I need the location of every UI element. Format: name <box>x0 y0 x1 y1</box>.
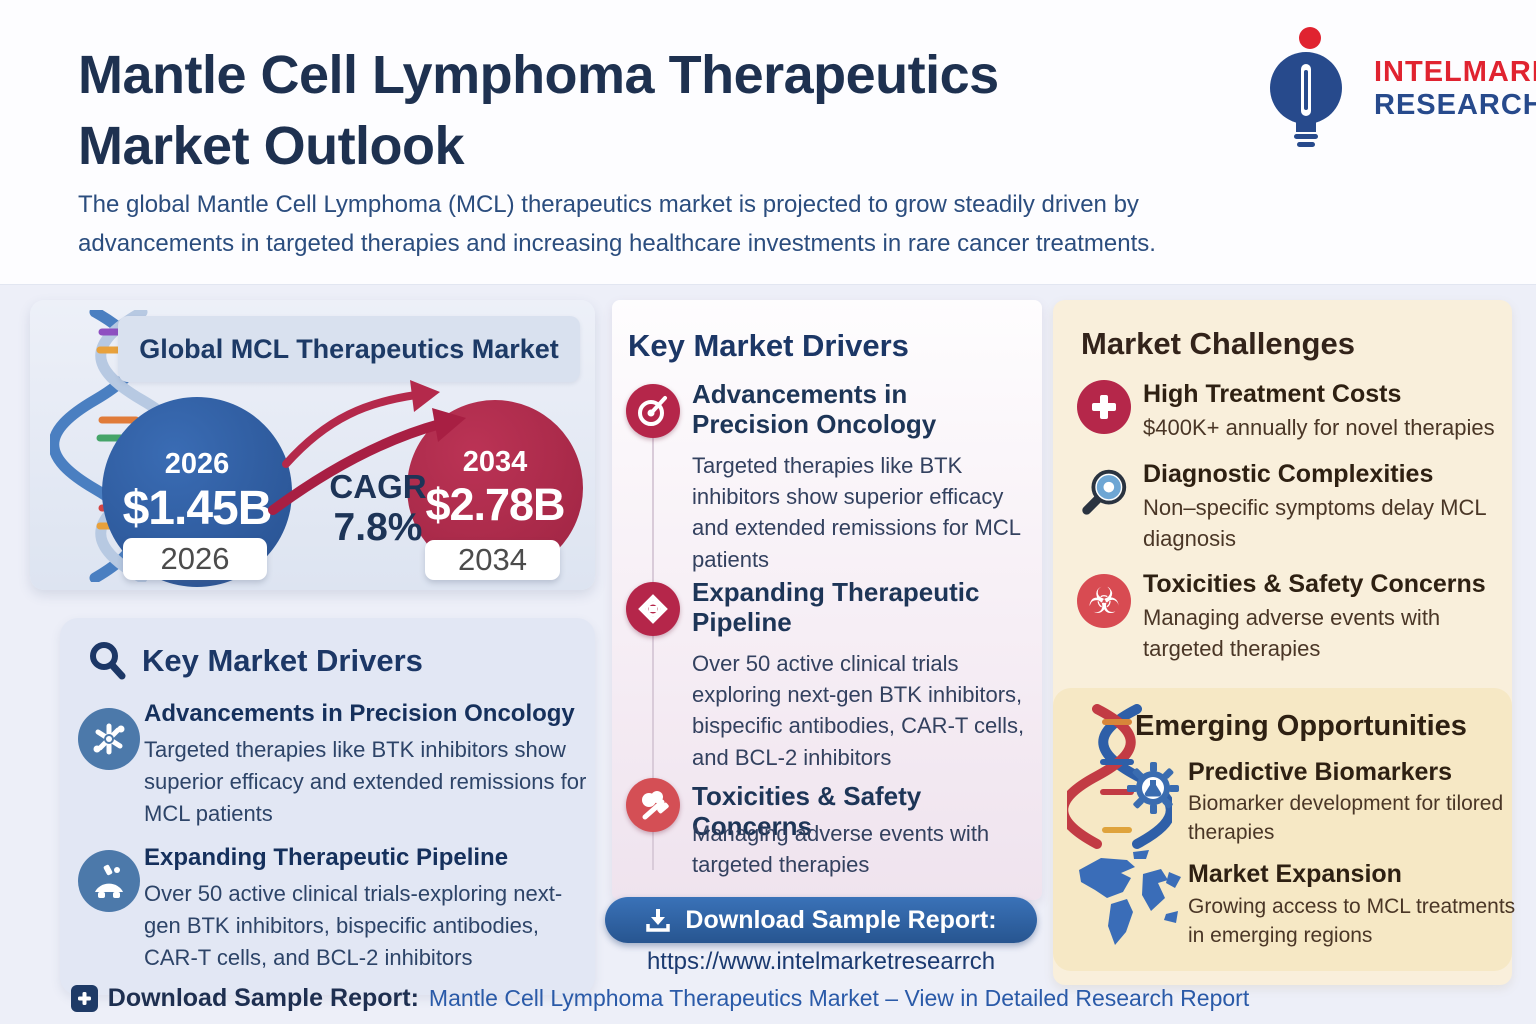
left-driver-2-body: Over 50 active clinical trials-exploring… <box>144 881 563 970</box>
left-driver-1-title: Advancements in Precision Oncology <box>144 700 575 727</box>
center-driver-3-title: Toxicities & Safety Concerns <box>692 781 922 841</box>
opportunity-1-body: Biomarker development for tilored therap… <box>1188 792 1504 844</box>
market-2034-year: 2034 <box>462 445 528 478</box>
year-chip-2034: 2034 <box>425 540 560 580</box>
challenge-2-title: Diagnostic Complexities <box>1143 460 1434 488</box>
center-driver-2-body: Over 50 active clinical trials exploring… <box>692 651 1025 770</box>
market-card-title: Global MCL Therapeutics Market <box>118 316 580 382</box>
center-driver-2-title: Expanding Therapeutic Pipeline <box>692 577 980 637</box>
footer-report-link[interactable]: Mantle Cell Lymphoma Therapeutics Market… <box>428 985 1250 1011</box>
pipeline-icon <box>626 582 680 636</box>
download-url-link[interactable]: https://www.intelmarketresearrch <box>646 948 996 975</box>
download-button-label: Download Sample Report: <box>685 905 997 934</box>
center-driver-1-title: Advancements in Precision Oncology <box>692 379 937 439</box>
year-chip-2026: 2026 <box>123 538 267 580</box>
market-size-card: Global MCL Therapeutics Market 2026 $1.4… <box>30 300 595 590</box>
world-map-icon <box>1079 850 1181 945</box>
opportunities-heading: Emerging Opportunities <box>1135 710 1467 742</box>
page-title: Mantle Cell Lymphoma Therapeutics Market… <box>78 45 999 177</box>
magnifier-icon <box>1077 464 1131 518</box>
market-2034-value: $2.78B <box>425 478 565 530</box>
logo-text-intelmarket: INTELMARKET <box>1374 55 1536 88</box>
search-icon <box>90 642 126 680</box>
intelmarket-logo: INTELMARKET RESEARCH <box>1258 26 1536 152</box>
challenge-2-body: Non–specific symptoms delay MCL diagnosi… <box>1143 495 1486 551</box>
cagr-value: 7.8% <box>333 506 423 549</box>
opportunity-2-body: Growing access to MCL treatments in emer… <box>1188 895 1516 947</box>
download-icon <box>646 909 671 932</box>
center-driver-3-body: Managing adverse events with targeted th… <box>692 821 990 878</box>
emerging-opportunities-card: Emerging Opportunities Predictive Biomar… <box>1053 688 1515 971</box>
center-drivers-heading: Key Market Drivers <box>628 328 909 363</box>
biohazard-icon: ☣ <box>1077 574 1131 628</box>
challenge-3-title: Toxicities & Safety Concerns <box>1143 570 1486 598</box>
header: Mantle Cell Lymphoma Therapeutics Market… <box>0 0 1536 285</box>
left-driver-1-body: Targeted therapies like BTK inhibitors s… <box>144 737 587 826</box>
market-2026-value: $1.45B <box>122 482 273 535</box>
page-subtitle: The global Mantle Cell Lymphoma (MCL) th… <box>78 191 1156 257</box>
opportunity-1-title: Predictive Biomarkers <box>1188 758 1453 786</box>
left-drivers-heading: Key Market Drivers <box>142 643 423 678</box>
lightbulb-icon <box>1270 27 1342 147</box>
hazard-icon <box>626 778 680 832</box>
left-driver-2-title: Expanding Therapeutic Pipeline <box>144 844 509 871</box>
challenges-heading: Market Challenges <box>1081 326 1355 361</box>
medical-cross-icon <box>1077 380 1131 434</box>
growth-arrows-icon <box>268 380 466 515</box>
challenge-3-body: Managing adverse events with targeted th… <box>1143 605 1441 661</box>
cagr-label: CAGR <box>329 468 427 505</box>
center-driver-1-body: Targeted therapies like BTK inhibitors s… <box>692 453 1021 572</box>
market-challenges-panel: Market Challenges High Treatment Costs $… <box>1053 300 1515 985</box>
center-drivers-panel: Key Market Drivers Advancements in Preci… <box>612 300 1042 900</box>
biohazard-glyph: ☣ <box>1087 580 1121 621</box>
footer-download-icon <box>70 985 98 1012</box>
market-2026-year: 2026 <box>164 448 230 480</box>
molecule-icon <box>78 708 140 770</box>
cagr-block: CAGR 7.8% <box>298 468 458 550</box>
target-icon <box>626 384 680 438</box>
footer-download-label: Download Sample Report: <box>107 984 419 1012</box>
gear-flask-icon <box>1127 762 1179 814</box>
logo-text-research: RESEARCH <box>1374 89 1536 121</box>
opportunity-2-title: Market Expansion <box>1188 860 1402 888</box>
footer: Download Sample Report: Mantle Cell Lymp… <box>0 984 1320 1013</box>
left-drivers-card: Key Market Drivers Advancements in Preci… <box>60 618 595 995</box>
download-sample-report-button[interactable]: Download Sample Report: <box>605 897 1037 943</box>
challenge-1-title: High Treatment Costs <box>1143 380 1402 408</box>
microscope-icon <box>78 850 140 912</box>
challenge-1-body: $400K+ annually for novel therapies <box>1143 415 1495 440</box>
